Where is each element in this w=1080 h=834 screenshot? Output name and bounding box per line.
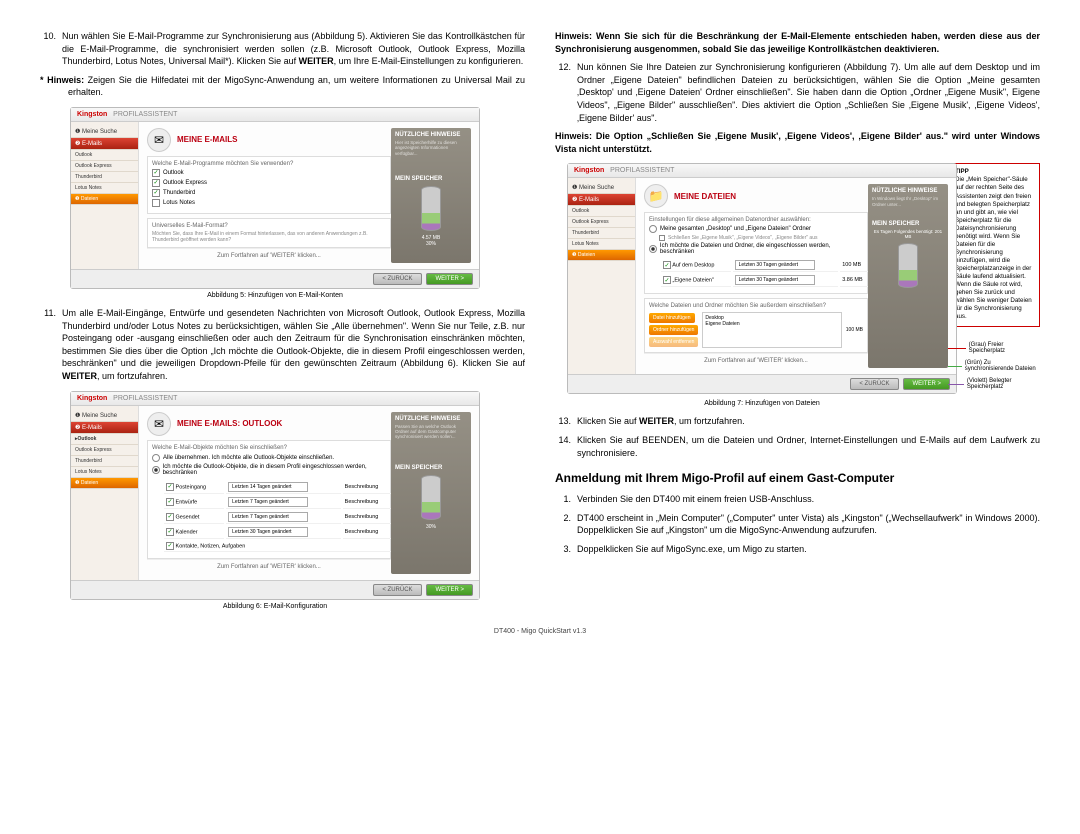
item-number: 10. [40, 30, 62, 68]
storage-cylinder-icon [421, 475, 441, 520]
list-item-14: 14. Klicken Sie auf BEENDEN, um die Date… [555, 434, 1040, 459]
remove-button[interactable]: Auswahl entfernen [649, 337, 698, 347]
back-button[interactable]: < ZURÜCK [373, 273, 421, 285]
mail-icon: ✉ [147, 412, 171, 436]
next-button[interactable]: WEITER > [426, 584, 473, 596]
mail-icon: ✉ [147, 128, 171, 152]
right-column: Hinweis: Wenn Sie sich für die Beschränk… [555, 30, 1040, 618]
screenshot-6: Kingston PROFILASSISTENT ❶ Meine Suche ❷… [70, 391, 480, 600]
ss5-hints: NÜTZLICHE HINWEISE Hier ist Speicherhilf… [391, 128, 471, 263]
checkbox[interactable]: ✓ [152, 169, 160, 177]
storage-cylinder-icon [421, 186, 441, 231]
fig7-caption: Abbildung 7: Hinzufügen von Dateien [567, 400, 957, 407]
checkbox[interactable]: ✓ [152, 189, 160, 197]
item-text: Nun wählen Sie E-Mail-Programme zur Sync… [62, 30, 525, 68]
list-item-10: 10. Nun wählen Sie E-Mail-Programme zur … [40, 30, 525, 68]
checkbox[interactable] [152, 199, 160, 207]
screenshot-5: Kingston PROFILASSISTENT ❶ Meine Suche ❷… [70, 107, 480, 289]
back-button[interactable]: < ZURÜCK [850, 378, 898, 390]
dropdown[interactable]: Letzten 7 Tagen geändert [228, 512, 308, 522]
dropdown[interactable]: Letzten 7 Tagen geändert [228, 497, 308, 507]
tipp-box: TIPP Die „Mein Speicher"-Säule auf der r… [950, 163, 1040, 326]
list-item-b1: 1. Verbinden Sie den DT400 mit einem fre… [555, 493, 1040, 506]
radio[interactable] [152, 466, 160, 474]
hinweis-2: Hinweis: Wenn Sie sich für die Beschränk… [555, 30, 1040, 55]
page-footer: DT400 - Migo QuickStart v1.3 [40, 628, 1040, 635]
page-columns: 10. Nun wählen Sie E-Mail-Programme zur … [40, 30, 1040, 618]
radio[interactable] [152, 454, 160, 462]
hinweis-1: * Hinweis: Zeigen Sie die Hilfedatei mit… [40, 74, 525, 99]
storage-cylinder-icon [898, 243, 918, 288]
folder-icon: 📁 [644, 184, 668, 208]
next-button[interactable]: WEITER > [426, 273, 473, 285]
left-column: 10. Nun wählen Sie E-Mail-Programme zur … [40, 30, 525, 618]
list-item-11: 11. Um alle E-Mail-Eingänge, Entwürfe un… [40, 307, 525, 383]
dropdown[interactable]: Letzten 30 Tagen geändert [228, 527, 308, 537]
next-button[interactable]: WEITER > [903, 378, 950, 390]
section-heading: Anmeldung mit Ihrem Migo-Profil auf eine… [555, 471, 1040, 485]
dropdown[interactable]: Letzten 14 Tagen geändert [228, 482, 308, 492]
hinweis-3: Hinweis: Die Option „Schließen Sie ‚Eige… [555, 130, 1040, 155]
figure-7-container: TIPP Die „Mein Speicher"-Säule auf der r… [555, 163, 1040, 394]
radio[interactable] [649, 225, 657, 233]
item-number: 11. [40, 307, 62, 383]
figure-6: Kingston PROFILASSISTENT ❶ Meine Suche ❷… [70, 391, 480, 610]
list-item-12: 12. Nun können Sie Ihre Dateien zur Sync… [555, 61, 1040, 124]
list-item-b3: 3. Doppelklicken Sie auf MigoSync.exe, u… [555, 543, 1040, 556]
add-file-button[interactable]: Datei hinzufügen [649, 313, 695, 323]
list-item-13: 13. Klicken Sie auf WEITER, um fortzufah… [555, 415, 1040, 428]
color-annotations: (Grau) Freier Speicherplatz (Grün) Zu sy… [948, 341, 1040, 391]
list-item-b2: 2. DT400 erscheint in „Mein Computer" („… [555, 512, 1040, 537]
item-text: Um alle E-Mail-Eingänge, Entwürfe und ge… [62, 307, 525, 383]
ss5-header: Kingston PROFILASSISTENT [71, 108, 479, 122]
ss5-sidebar: ❶ Meine Suche ❷ E-Mails Outlook Outlook … [71, 122, 139, 269]
fig6-caption: Abbildung 6: E-Mail-Konfiguration [70, 603, 480, 610]
screenshot-7: Kingston PROFILASSISTENT ❶ Meine Suche ❷… [567, 163, 957, 394]
ss5-main: ✉ MEINE E-MAILS Welche E-Mail-Programme … [139, 122, 479, 269]
add-folder-button[interactable]: Ordner hinzufügen [649, 325, 698, 335]
figure-5: Kingston PROFILASSISTENT ❶ Meine Suche ❷… [70, 107, 480, 299]
back-button[interactable]: < ZURÜCK [373, 584, 421, 596]
fig5-caption: Abbildung 5: Hinzufügen von E-Mail-Konte… [70, 292, 480, 299]
checkbox[interactable]: ✓ [152, 179, 160, 187]
radio[interactable] [649, 245, 657, 253]
